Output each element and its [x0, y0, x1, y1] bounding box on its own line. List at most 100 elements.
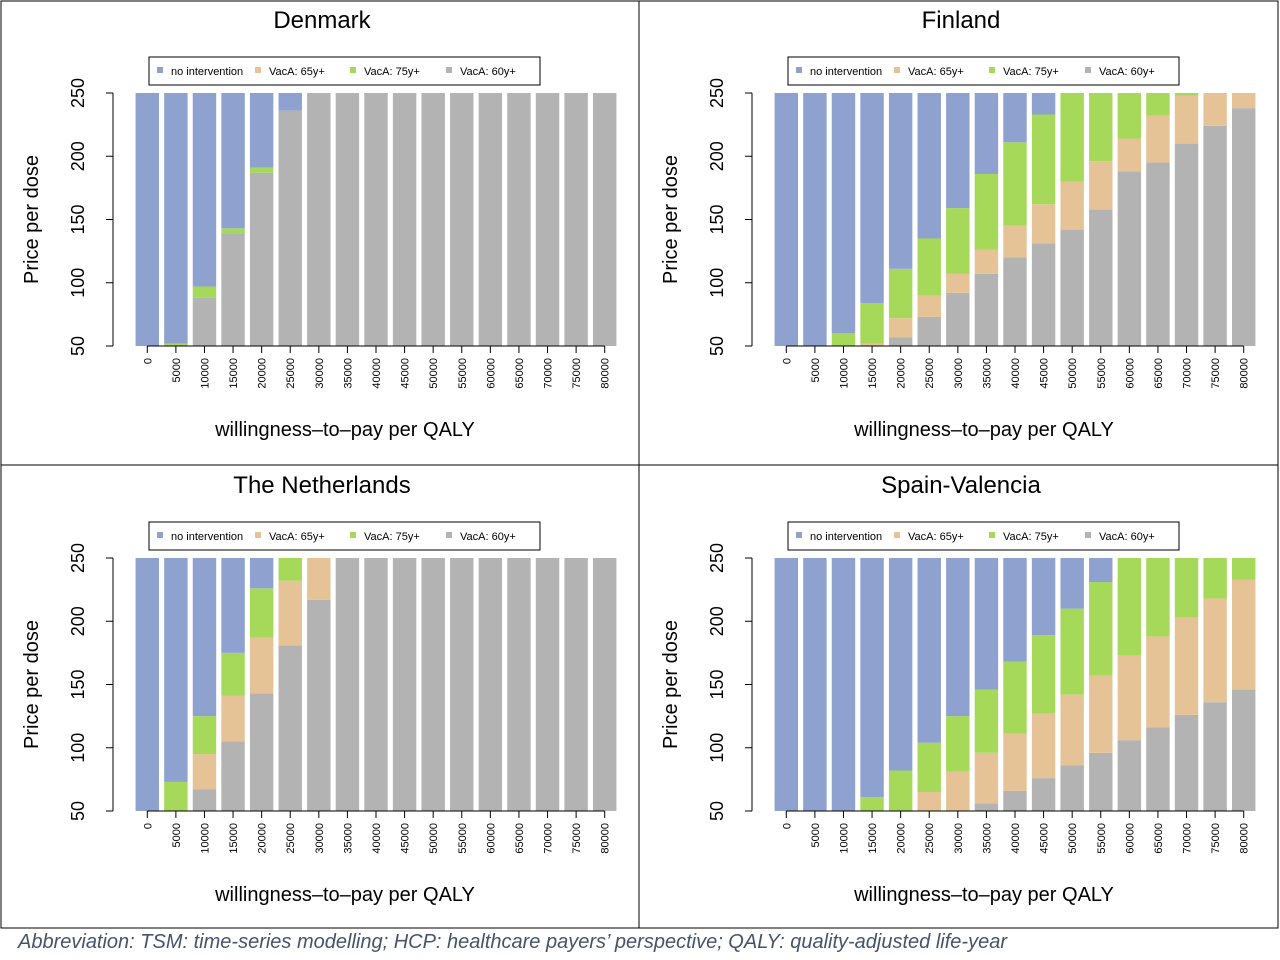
- vaca-60y-segment: [450, 558, 474, 811]
- legend-swatch: [796, 532, 802, 538]
- x-tick-label: 50000: [1067, 358, 1079, 389]
- vaca-60y-segment: [1146, 727, 1170, 811]
- vaca-75y-segment: [831, 333, 856, 346]
- legend: no intervention VacA: 65y+ VacA: 75y+ VacA:…: [787, 521, 1180, 551]
- vaca-60y-segment: [592, 93, 617, 346]
- legend-entry: VacA: 60y+: [1099, 66, 1155, 78]
- x-tick-label: 80000: [1239, 823, 1251, 854]
- vaca-65y-segment: [1117, 138, 1142, 172]
- legend-entry: VacA: 75y+: [364, 66, 420, 78]
- vaca-60y-segment: [364, 93, 388, 346]
- vaca-65y-segment: [1174, 95, 1199, 144]
- vaca-75y-segment: [221, 228, 245, 234]
- bar-stack: [478, 93, 503, 346]
- bar-stack: [278, 93, 302, 347]
- vaca-65y-segment: [1117, 655, 1142, 741]
- legend-swatch: [446, 67, 452, 73]
- vaca-60y-segment: [946, 292, 970, 346]
- bar-stack: [421, 558, 445, 811]
- vaca-60y-segment: [1146, 162, 1170, 346]
- legend: no intervention VacA: 65y+ VacA: 75y+ VacA:…: [787, 56, 1180, 86]
- vaca-60y-segment: [278, 645, 302, 811]
- x-tick-label: 50000: [428, 358, 440, 389]
- legend: no intervention VacA: 65y+ VacA: 75y+ VacA:…: [148, 56, 541, 86]
- x-tick-label: 25000: [285, 823, 297, 854]
- vaca-60y-segment: [478, 558, 503, 811]
- bar-stack: [249, 558, 274, 811]
- no-intervention-segment: [803, 93, 827, 346]
- bar-stack: [803, 558, 827, 811]
- chart-panel-1: Denmark no intervention VacA: 65y+ VacA: 75…: [21, 7, 617, 441]
- legend-swatch: [255, 532, 261, 538]
- vaca-65y-segment: [1031, 204, 1056, 244]
- x-tick-label: 70000: [1182, 358, 1194, 389]
- vaca-60y-segment: [249, 172, 274, 346]
- no-intervention-segment: [774, 93, 799, 346]
- bar-stack: [803, 93, 827, 346]
- y-tick-label: 50: [68, 336, 88, 356]
- vaca-75y-segment: [974, 689, 999, 753]
- vaca-75y-segment: [1203, 558, 1227, 599]
- bar-stack: [1203, 93, 1227, 346]
- bar-stack: [335, 558, 360, 811]
- x-tick-label: 0: [142, 823, 154, 829]
- chart-panel-2: Finland no intervention VacA: 65y+ VacA: 75…: [660, 7, 1256, 441]
- no-intervention-segment: [860, 558, 884, 798]
- bar-stack: [592, 558, 617, 811]
- bar-stack: [1231, 558, 1256, 811]
- x-tick-label: 80000: [600, 823, 612, 854]
- y-tick-label: 250: [68, 543, 88, 573]
- vaca-75y-segment: [1146, 93, 1170, 116]
- legend-box: [787, 56, 1180, 86]
- bar-stack: [888, 93, 913, 346]
- y-tick-label: 150: [68, 204, 88, 234]
- x-tick-label: 25000: [285, 358, 297, 389]
- vaca-75y-segment: [1174, 93, 1199, 96]
- legend-entry: VacA: 75y+: [1003, 66, 1059, 78]
- vaca-60y-segment: [1231, 108, 1256, 347]
- bar-stack: [1060, 93, 1084, 346]
- vaca-65y-segment: [1089, 161, 1113, 210]
- legend-entry: no intervention: [171, 66, 243, 78]
- vaca-65y-segment: [221, 695, 245, 742]
- vaca-75y-segment: [1031, 114, 1056, 205]
- bar-stack: [1146, 93, 1170, 346]
- bar-stack: [221, 558, 245, 811]
- legend-swatch: [894, 532, 900, 538]
- legend-entry: no intervention: [171, 531, 243, 543]
- vaca-60y-segment: [192, 297, 217, 346]
- vaca-75y-segment: [249, 167, 274, 173]
- vaca-60y-segment: [974, 273, 999, 346]
- vaca-75y-segment: [1146, 558, 1170, 637]
- vaca-65y-segment: [1031, 713, 1056, 779]
- x-tick-label: 55000: [1096, 823, 1108, 854]
- x-tick-label: 20000: [257, 823, 269, 854]
- x-tick-label: 10000: [838, 358, 850, 389]
- no-intervention-segment: [946, 93, 970, 209]
- vaca-65y-segment: [1060, 181, 1084, 230]
- vaca-75y-segment: [1060, 93, 1084, 182]
- legend-entry: VacA: 60y+: [460, 66, 516, 78]
- bar-stack: [564, 93, 588, 346]
- x-tick-label: 70000: [543, 823, 555, 854]
- vaca-75y-segment: [860, 302, 884, 344]
- vaca-65y-segment: [1203, 93, 1227, 126]
- vaca-60y-segment: [1231, 689, 1256, 811]
- x-tick-label: 40000: [1010, 823, 1022, 854]
- vaca-60y-segment: [564, 93, 588, 346]
- x-tick-label: 30000: [953, 358, 965, 389]
- vaca-65y-segment: [1174, 617, 1199, 715]
- legend-swatch: [1085, 532, 1091, 538]
- vaca-75y-segment: [192, 286, 217, 298]
- x-tick-label: 65000: [514, 823, 526, 854]
- x-tick-label: 15000: [867, 358, 879, 389]
- y-tick-label: 100: [68, 733, 88, 763]
- legend-box: [787, 521, 1180, 551]
- y-axis-label: Price per dose: [21, 155, 43, 284]
- bar-stack: [335, 93, 360, 346]
- legend-entry: VacA: 60y+: [1099, 531, 1155, 543]
- no-intervention-segment: [774, 558, 799, 811]
- x-tick-label: 25000: [924, 823, 936, 854]
- legend-entry: VacA: 75y+: [1003, 531, 1059, 543]
- vaca-75y-segment: [221, 652, 245, 696]
